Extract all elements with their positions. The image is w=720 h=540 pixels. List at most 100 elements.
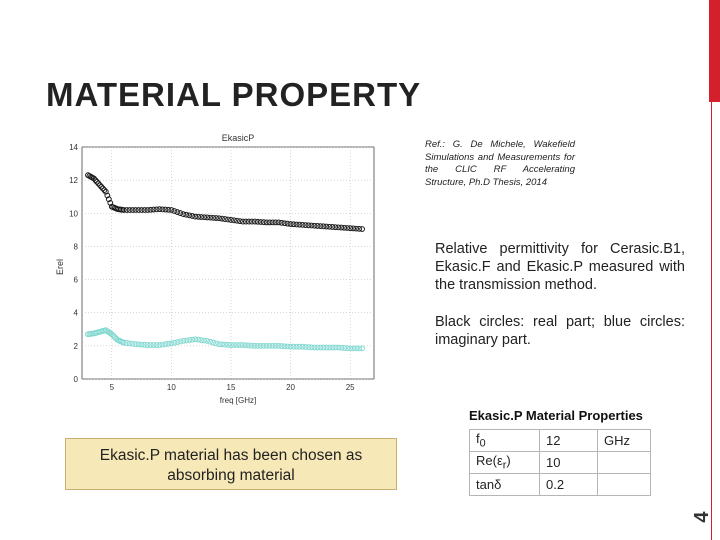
- imaginary-part-point: [150, 342, 157, 348]
- real-part-point: [159, 206, 166, 213]
- real-part-point: [353, 225, 360, 232]
- real-part-point: [347, 225, 354, 232]
- property-unit: GHz: [597, 429, 651, 452]
- y-tick-label: 8: [74, 242, 79, 251]
- slide-title: MATERIAL PROPERTY: [46, 76, 422, 113]
- real-part-point: [299, 221, 306, 228]
- imaginary-part-point: [311, 344, 318, 351]
- real-part-point: [192, 213, 199, 220]
- imaginary-part-point: [138, 341, 145, 348]
- imaginary-part-point: [287, 343, 294, 350]
- real-part-point: [96, 182, 103, 189]
- imaginary-part-point: [132, 341, 139, 348]
- property-label: tanδ: [469, 473, 540, 496]
- imaginary-part-point: [245, 342, 252, 349]
- chart-title: EkasicP: [222, 133, 255, 143]
- imaginary-part-point: [317, 344, 324, 351]
- real-part-point: [107, 200, 114, 206]
- imaginary-part-point: [159, 341, 166, 348]
- real-part-point: [198, 214, 205, 220]
- real-part-point: [189, 213, 196, 219]
- real-part-point: [302, 222, 309, 228]
- real-part-point: [263, 219, 270, 226]
- real-part-point: [91, 175, 97, 182]
- imaginary-part-point: [183, 337, 190, 344]
- real-part-point: [239, 218, 246, 225]
- imaginary-part-point: [323, 344, 330, 351]
- real-part-point: [237, 218, 243, 225]
- real-part-point: [138, 207, 145, 213]
- imaginary-part-point: [129, 340, 136, 347]
- real-part-point: [141, 207, 148, 213]
- x-tick-label: 20: [286, 383, 295, 392]
- imaginary-part-point: [251, 342, 258, 349]
- table-row: Re(εr) 10: [469, 451, 651, 474]
- real-part-point: [248, 218, 255, 225]
- real-part-point: [147, 206, 154, 213]
- real-part-point: [359, 226, 365, 232]
- imaginary-part-point: [242, 342, 249, 349]
- imaginary-part-point: [275, 342, 282, 349]
- real-part-point: [284, 220, 291, 227]
- real-part-point: [105, 196, 112, 203]
- imaginary-part-point: [237, 342, 243, 348]
- imaginary-part-point: [290, 343, 297, 350]
- real-part-point: [272, 219, 279, 226]
- imaginary-part-point: [350, 345, 357, 352]
- real-part-point: [153, 206, 160, 213]
- real-part-point: [320, 223, 327, 230]
- accent-line: [711, 102, 712, 540]
- imaginary-part-point: [263, 342, 270, 349]
- permittivity-chart: EkasicP Erel freq [GHz] 0 2 4 6 8 10 12 14 5 10 15…: [55, 133, 375, 405]
- imaginary-part-point: [347, 345, 354, 352]
- plot-area: [81, 146, 375, 380]
- imaginary-part-point: [299, 343, 306, 350]
- real-part-point: [183, 211, 190, 218]
- imaginary-part-point: [180, 337, 187, 344]
- real-part-point: [335, 224, 342, 231]
- imaginary-part-point: [359, 345, 365, 352]
- imaginary-part-point: [192, 336, 199, 343]
- imaginary-part-point: [135, 341, 142, 348]
- x-tick-label: 15: [227, 383, 236, 392]
- imaginary-part-point: [165, 340, 172, 347]
- real-part-point: [311, 222, 318, 229]
- real-part-point: [204, 214, 211, 221]
- property-label: Re(εr): [469, 451, 540, 474]
- accent-bar: [709, 0, 720, 102]
- imaginary-part-point: [120, 339, 127, 346]
- imaginary-part-point: [216, 341, 222, 348]
- imaginary-part-point: [153, 342, 160, 348]
- real-part-point: [275, 219, 282, 226]
- y-tick-label: 12: [69, 176, 78, 185]
- real-part-point: [129, 207, 136, 213]
- real-part-point: [305, 222, 312, 229]
- real-part-point: [101, 187, 108, 193]
- imaginary-part-point: [219, 341, 225, 348]
- real-part-point: [341, 224, 348, 231]
- imaginary-part-point: [186, 337, 193, 343]
- real-part-point: [132, 207, 139, 213]
- real-part-point: [93, 178, 100, 185]
- imaginary-part-point: [213, 340, 219, 347]
- legend-description: Black circles: real part; blue circles: …: [435, 314, 685, 348]
- imaginary-part-point: [260, 342, 267, 349]
- property-value: 10: [539, 451, 598, 474]
- real-part-point: [314, 223, 321, 229]
- imaginary-part-point: [353, 345, 360, 352]
- imaginary-part-point: [269, 342, 276, 349]
- real-part-point: [144, 207, 151, 213]
- real-part-point: [126, 207, 133, 213]
- imaginary-part-point: [266, 342, 273, 349]
- imaginary-part-point: [254, 342, 261, 349]
- imaginary-part-point: [332, 344, 339, 351]
- real-part-point: [186, 212, 193, 219]
- x-tick-label: 5: [110, 383, 115, 392]
- imaginary-part-point: [257, 342, 264, 349]
- real-part-point: [296, 221, 303, 228]
- imaginary-part-point: [308, 344, 315, 351]
- real-part-point: [242, 218, 249, 225]
- y-tick-label: 0: [74, 375, 79, 384]
- real-part-point: [254, 218, 261, 225]
- property-unit: [597, 451, 651, 474]
